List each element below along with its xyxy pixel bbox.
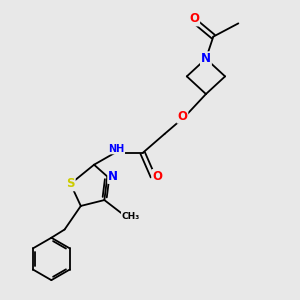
Text: N: N — [108, 170, 118, 183]
Text: O: O — [189, 13, 199, 26]
Text: S: S — [66, 177, 75, 190]
Text: NH: NH — [108, 143, 124, 154]
Text: CH₃: CH₃ — [122, 212, 140, 221]
Text: N: N — [201, 52, 211, 65]
Text: O: O — [177, 110, 188, 123]
Text: O: O — [152, 170, 162, 183]
